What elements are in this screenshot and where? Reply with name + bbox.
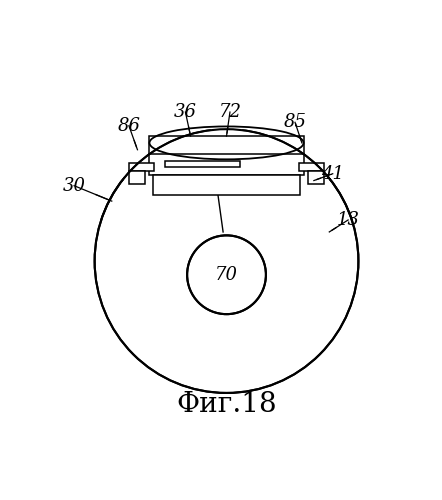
Text: 70: 70 <box>215 266 238 284</box>
Text: 72: 72 <box>218 103 241 121</box>
Bar <box>149 154 304 176</box>
Bar <box>308 171 324 184</box>
Bar <box>149 136 304 155</box>
Text: 13: 13 <box>337 211 360 229</box>
Text: Фиг.18: Фиг.18 <box>176 392 277 418</box>
Bar <box>153 175 300 195</box>
Bar <box>153 175 300 195</box>
Text: 85: 85 <box>283 114 307 132</box>
Text: 30: 30 <box>63 176 86 194</box>
Bar <box>129 171 145 184</box>
Bar <box>300 164 324 171</box>
Bar <box>129 164 153 171</box>
Bar <box>149 136 304 155</box>
Bar <box>300 164 324 171</box>
Circle shape <box>95 129 358 393</box>
Text: 86: 86 <box>118 117 141 135</box>
Bar <box>129 171 145 184</box>
Circle shape <box>187 236 266 314</box>
Bar <box>124 128 329 200</box>
Bar <box>149 154 304 176</box>
Text: 36: 36 <box>174 103 197 121</box>
Bar <box>308 171 324 184</box>
Text: 41: 41 <box>321 164 344 182</box>
Bar <box>129 164 153 171</box>
Bar <box>165 160 240 167</box>
